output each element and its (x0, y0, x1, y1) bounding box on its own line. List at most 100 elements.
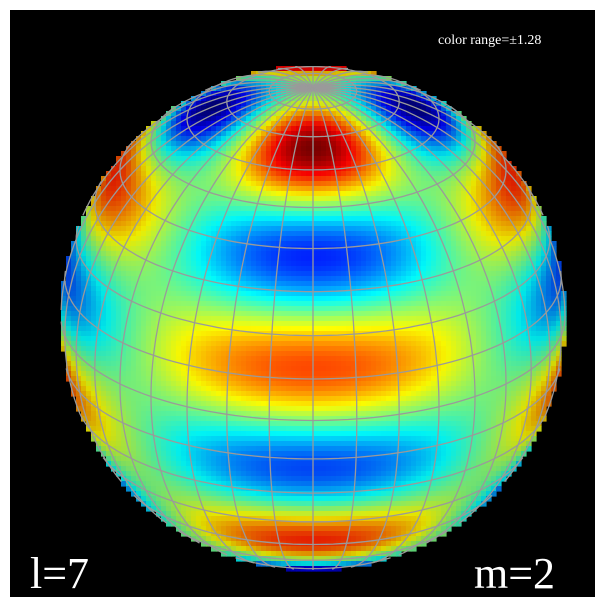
sphere-cell (216, 186, 222, 192)
sphere-cell (416, 331, 422, 337)
sphere-cell (291, 316, 297, 322)
sphere-cell (436, 291, 442, 297)
sphere-cell (166, 351, 172, 357)
sphere-cell (296, 361, 302, 367)
sphere-cell (516, 241, 522, 247)
sphere-cell (316, 241, 322, 247)
sphere-cell (166, 231, 172, 237)
sphere-cell (211, 331, 217, 337)
sphere-cell (231, 276, 237, 282)
sphere-cell (301, 141, 307, 147)
sphere-cell (246, 366, 252, 372)
sphere-cell (216, 341, 222, 347)
sphere-cell (381, 356, 387, 362)
sphere-cell (281, 336, 287, 342)
sphere-cell (421, 256, 427, 262)
sphere-cell (296, 236, 302, 242)
sphere-cell (406, 286, 412, 292)
sphere-cell (521, 336, 527, 342)
sphere-cell (231, 201, 237, 207)
sphere-cell (261, 296, 267, 302)
sphere-cell (441, 301, 447, 307)
sphere-cell (406, 276, 412, 282)
sphere-cell (401, 301, 407, 307)
sphere-cell (391, 126, 397, 132)
sphere-cell (276, 216, 282, 222)
sphere-cell (496, 226, 502, 232)
sphere-cell (91, 251, 97, 257)
sphere-cell (216, 246, 222, 252)
sphere-cell (301, 296, 307, 302)
sphere-cell (211, 206, 217, 212)
sphere-cell (316, 161, 322, 167)
sphere-cell (116, 296, 122, 302)
sphere-cell (241, 276, 247, 282)
sphere-cell (386, 251, 392, 257)
sphere-cell (371, 251, 377, 257)
sphere-cell (361, 296, 367, 302)
sphere-cell (216, 156, 222, 162)
sphere-cell (521, 271, 527, 277)
sphere-cell (216, 201, 222, 207)
sphere-cell (186, 216, 192, 222)
sphere-cell (396, 171, 402, 177)
sphere-cell (306, 286, 312, 292)
sphere-cell (481, 246, 487, 252)
sphere-cell (311, 266, 317, 272)
sphere-cell (336, 326, 342, 332)
sphere-cell (356, 181, 362, 187)
sphere-cell (281, 301, 287, 307)
sphere-cell (401, 271, 407, 277)
sphere-cell (401, 321, 407, 327)
sphere-cell (311, 176, 317, 182)
sphere-cell (381, 336, 387, 342)
sphere-cell (231, 206, 237, 212)
sphere-cell (451, 236, 457, 242)
sphere-cell (81, 341, 87, 347)
sphere-cell (241, 336, 247, 342)
sphere-cell (276, 161, 282, 167)
sphere-cell (241, 211, 247, 217)
sphere-cell (156, 181, 162, 187)
sphere-cell (121, 226, 127, 232)
sphere-cell (181, 151, 187, 157)
sphere-cell (201, 171, 207, 177)
sphere-cell (291, 351, 297, 357)
sphere-cell (451, 306, 457, 312)
sphere-cell (286, 346, 292, 352)
sphere-cell (206, 306, 212, 312)
sphere-cell (411, 171, 417, 177)
sphere-cell (231, 161, 237, 167)
sphere-cell (376, 281, 382, 287)
sphere-cell (201, 236, 207, 242)
sphere-cell (436, 351, 442, 357)
sphere-cell (221, 351, 227, 357)
sphere-cell (516, 326, 522, 332)
sphere-cell (306, 161, 312, 167)
sphere-cell (401, 121, 407, 127)
sphere-cell (211, 286, 217, 292)
sphere-cell (221, 181, 227, 187)
sphere-cell (356, 201, 362, 207)
sphere-cell (296, 336, 302, 342)
sphere-cell (176, 336, 182, 342)
sphere-cell (426, 266, 432, 272)
sphere-cell (471, 226, 477, 232)
sphere-cell (261, 156, 267, 162)
sphere-cell (441, 261, 447, 267)
sphere-cell (206, 176, 212, 182)
sphere-cell (141, 186, 147, 192)
sphere-cell (471, 336, 477, 342)
sphere-cell (331, 256, 337, 262)
sphere-cell (306, 241, 312, 247)
sphere-cell (376, 156, 382, 162)
sphere-cell (491, 186, 497, 192)
sphere-cell (546, 346, 552, 352)
sphere-cell (401, 206, 407, 212)
sphere-cell (326, 326, 332, 332)
sphere-cell (426, 116, 432, 122)
sphere-cell (171, 216, 177, 222)
sphere-cell (376, 181, 382, 187)
sphere-cell (261, 306, 267, 312)
sphere-cell (211, 141, 217, 147)
